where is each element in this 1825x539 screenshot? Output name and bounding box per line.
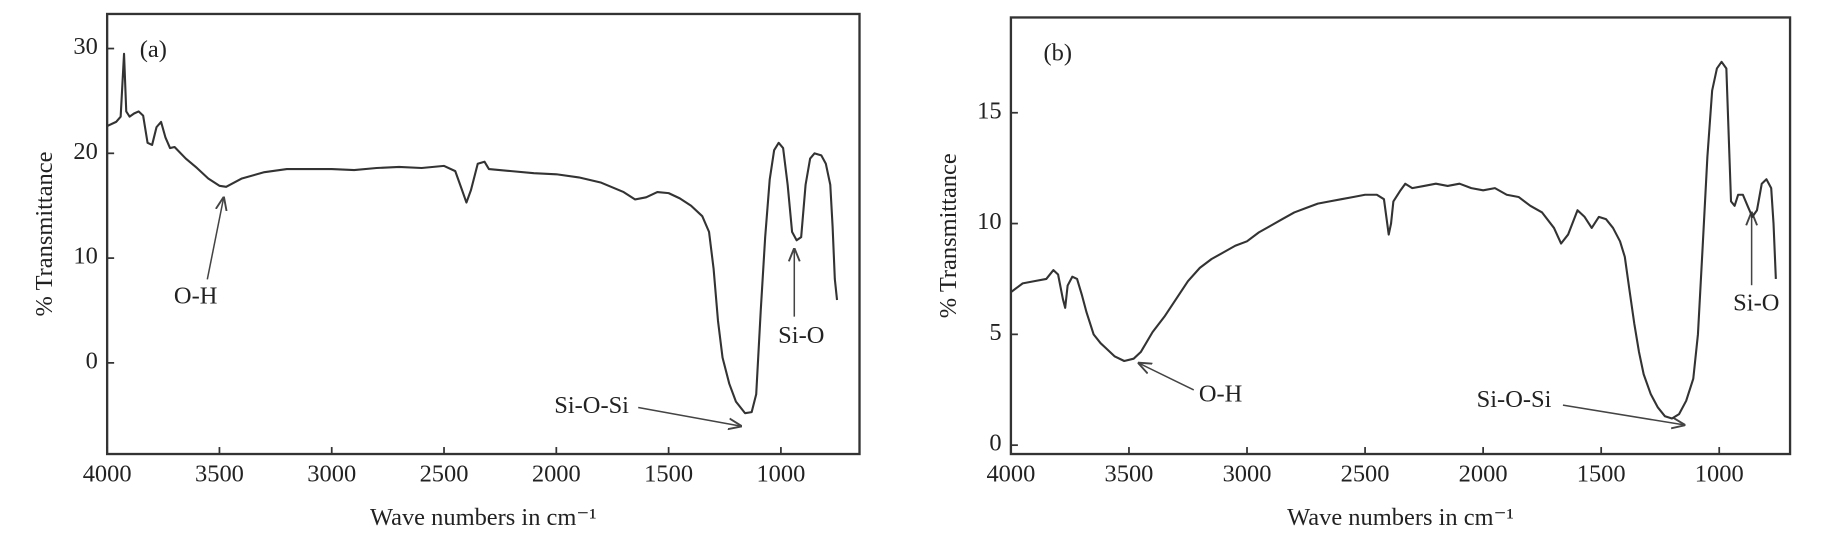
x-tick-label: 4000 — [986, 461, 1035, 488]
x-tick-label: 1500 — [1577, 461, 1626, 488]
annotation-arrow — [1139, 363, 1195, 391]
x-tick-label: 2000 — [532, 461, 581, 488]
x-tick-label: 1500 — [644, 461, 693, 488]
x-tick-label: 3000 — [307, 461, 356, 488]
annotation: O-H — [1199, 380, 1242, 407]
spectrum-line — [1010, 60, 1777, 420]
annotation: O-H — [174, 283, 217, 310]
x-tick-label: 3500 — [195, 461, 244, 488]
panel: 4000 3500 3000 2500 2000 1500 1000 0 10 20 30 Wave … — [31, 12, 861, 531]
spectrum-line — [106, 52, 839, 415]
plot-frame — [105, 12, 861, 456]
panel: 4000 3500 3000 2500 2000 1500 1000 0 5 10 15 Wave n… — [935, 16, 1792, 531]
y-tick-label: 20 — [73, 138, 97, 165]
y-tick-label: 10 — [977, 208, 1001, 235]
x-axis-label: Wave numbers in cm⁻¹ — [1287, 504, 1514, 531]
plot-frame — [1009, 16, 1792, 456]
y-axis-label: % Transmittance — [935, 153, 962, 318]
y-tick-label: 10 — [73, 243, 97, 270]
y-tick-label: 15 — [977, 97, 1001, 124]
x-tick-label: 1000 — [1695, 461, 1744, 488]
annotation: Si-O — [1733, 290, 1779, 317]
y-tick-label: 0 — [989, 430, 1001, 457]
y-tick-label: 5 — [989, 319, 1001, 346]
x-tick-label: 3500 — [1105, 461, 1154, 488]
x-tick-label: 2500 — [420, 461, 469, 488]
annotation: Si-O — [778, 322, 824, 349]
annotation: Si-O-Si — [1477, 386, 1552, 413]
annotation-arrow — [206, 198, 223, 280]
y-tick-label: 30 — [73, 33, 97, 60]
x-tick-label: 1000 — [756, 461, 805, 488]
x-tick-label: 2000 — [1459, 461, 1508, 488]
panel-label: (a) — [140, 36, 167, 63]
x-axis-label: Wave numbers in cm⁻¹ — [370, 504, 597, 531]
y-axis-label: % Transmittance — [31, 152, 58, 317]
x-tick-label: 4000 — [83, 461, 132, 488]
x-tick-label: 3000 — [1223, 461, 1272, 488]
annotation: Si-O-Si — [554, 392, 629, 419]
annotation-arrow — [638, 406, 740, 426]
annotation-arrow — [1562, 404, 1684, 425]
y-tick-label: 0 — [86, 347, 98, 374]
x-tick-label: 2500 — [1341, 461, 1390, 488]
panel-label: (b) — [1044, 39, 1073, 66]
